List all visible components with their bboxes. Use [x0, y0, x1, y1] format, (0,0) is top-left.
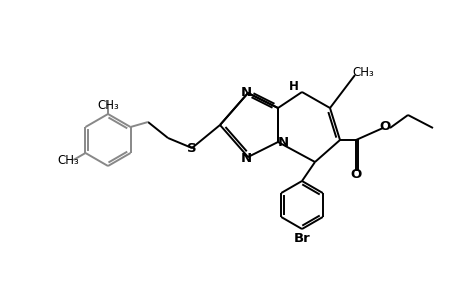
Text: N: N	[240, 85, 251, 98]
Text: Br: Br	[293, 232, 310, 244]
Text: O: O	[350, 169, 361, 182]
Text: CH₃: CH₃	[57, 154, 79, 166]
Text: N: N	[277, 136, 288, 148]
Text: H: H	[288, 80, 298, 92]
Text: O: O	[379, 119, 390, 133]
Text: CH₃: CH₃	[351, 65, 373, 79]
Text: N: N	[240, 152, 251, 164]
Text: CH₃: CH₃	[97, 98, 118, 112]
Text: S: S	[187, 142, 196, 154]
